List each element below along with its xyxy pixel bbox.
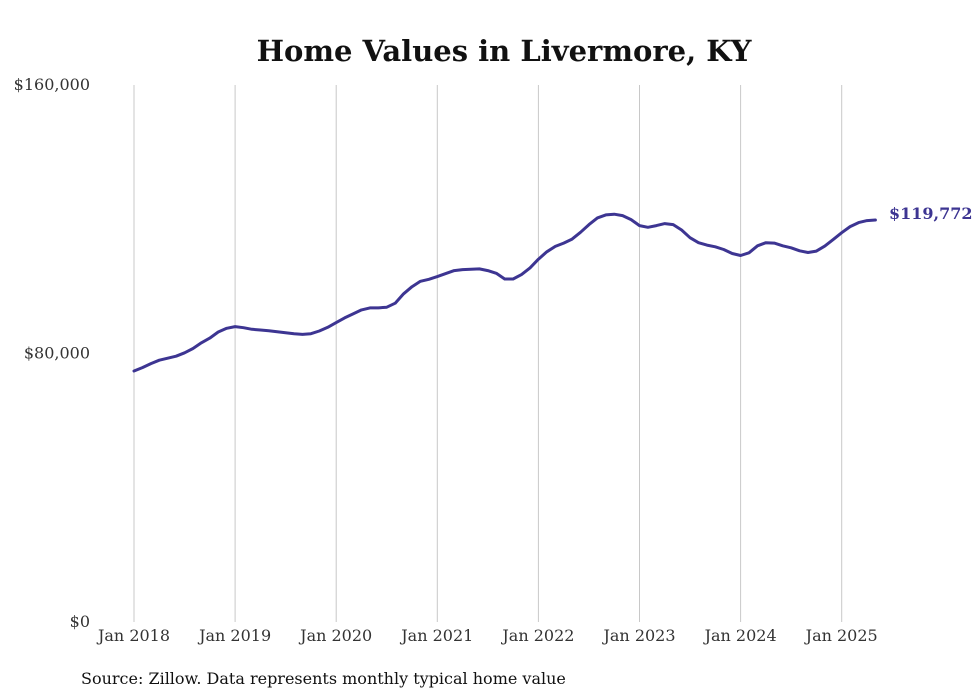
source-note: Source: Zillow. Data represents monthly … [81,669,566,688]
x-tick-label: Jan 2019 [197,626,271,645]
chart-title: Home Values in Livermore, KY [257,34,752,68]
y-tick-label: $160,000 [14,75,90,94]
x-tick-label: Jan 2024 [703,626,777,645]
gridlines [133,85,843,622]
y-tick-label: $80,000 [24,344,90,363]
x-tick-label: Jan 2018 [96,626,170,645]
series-line [132,212,877,373]
y-tick-label: $0 [70,612,90,631]
x-tick-label: Jan 2023 [601,626,675,645]
x-tick-label: Jan 2025 [804,626,878,645]
x-tick-label: Jan 2021 [399,626,473,645]
x-tick-label: Jan 2020 [298,626,372,645]
end-value-label: $119,772 [889,204,973,223]
y-axis-ticks: $0 $80,000 $160,000 [14,75,90,631]
x-tick-label: Jan 2022 [500,626,574,645]
x-axis-ticks: Jan 2018 Jan 2019 Jan 2020 Jan 2021 Jan 2022… [96,626,878,645]
